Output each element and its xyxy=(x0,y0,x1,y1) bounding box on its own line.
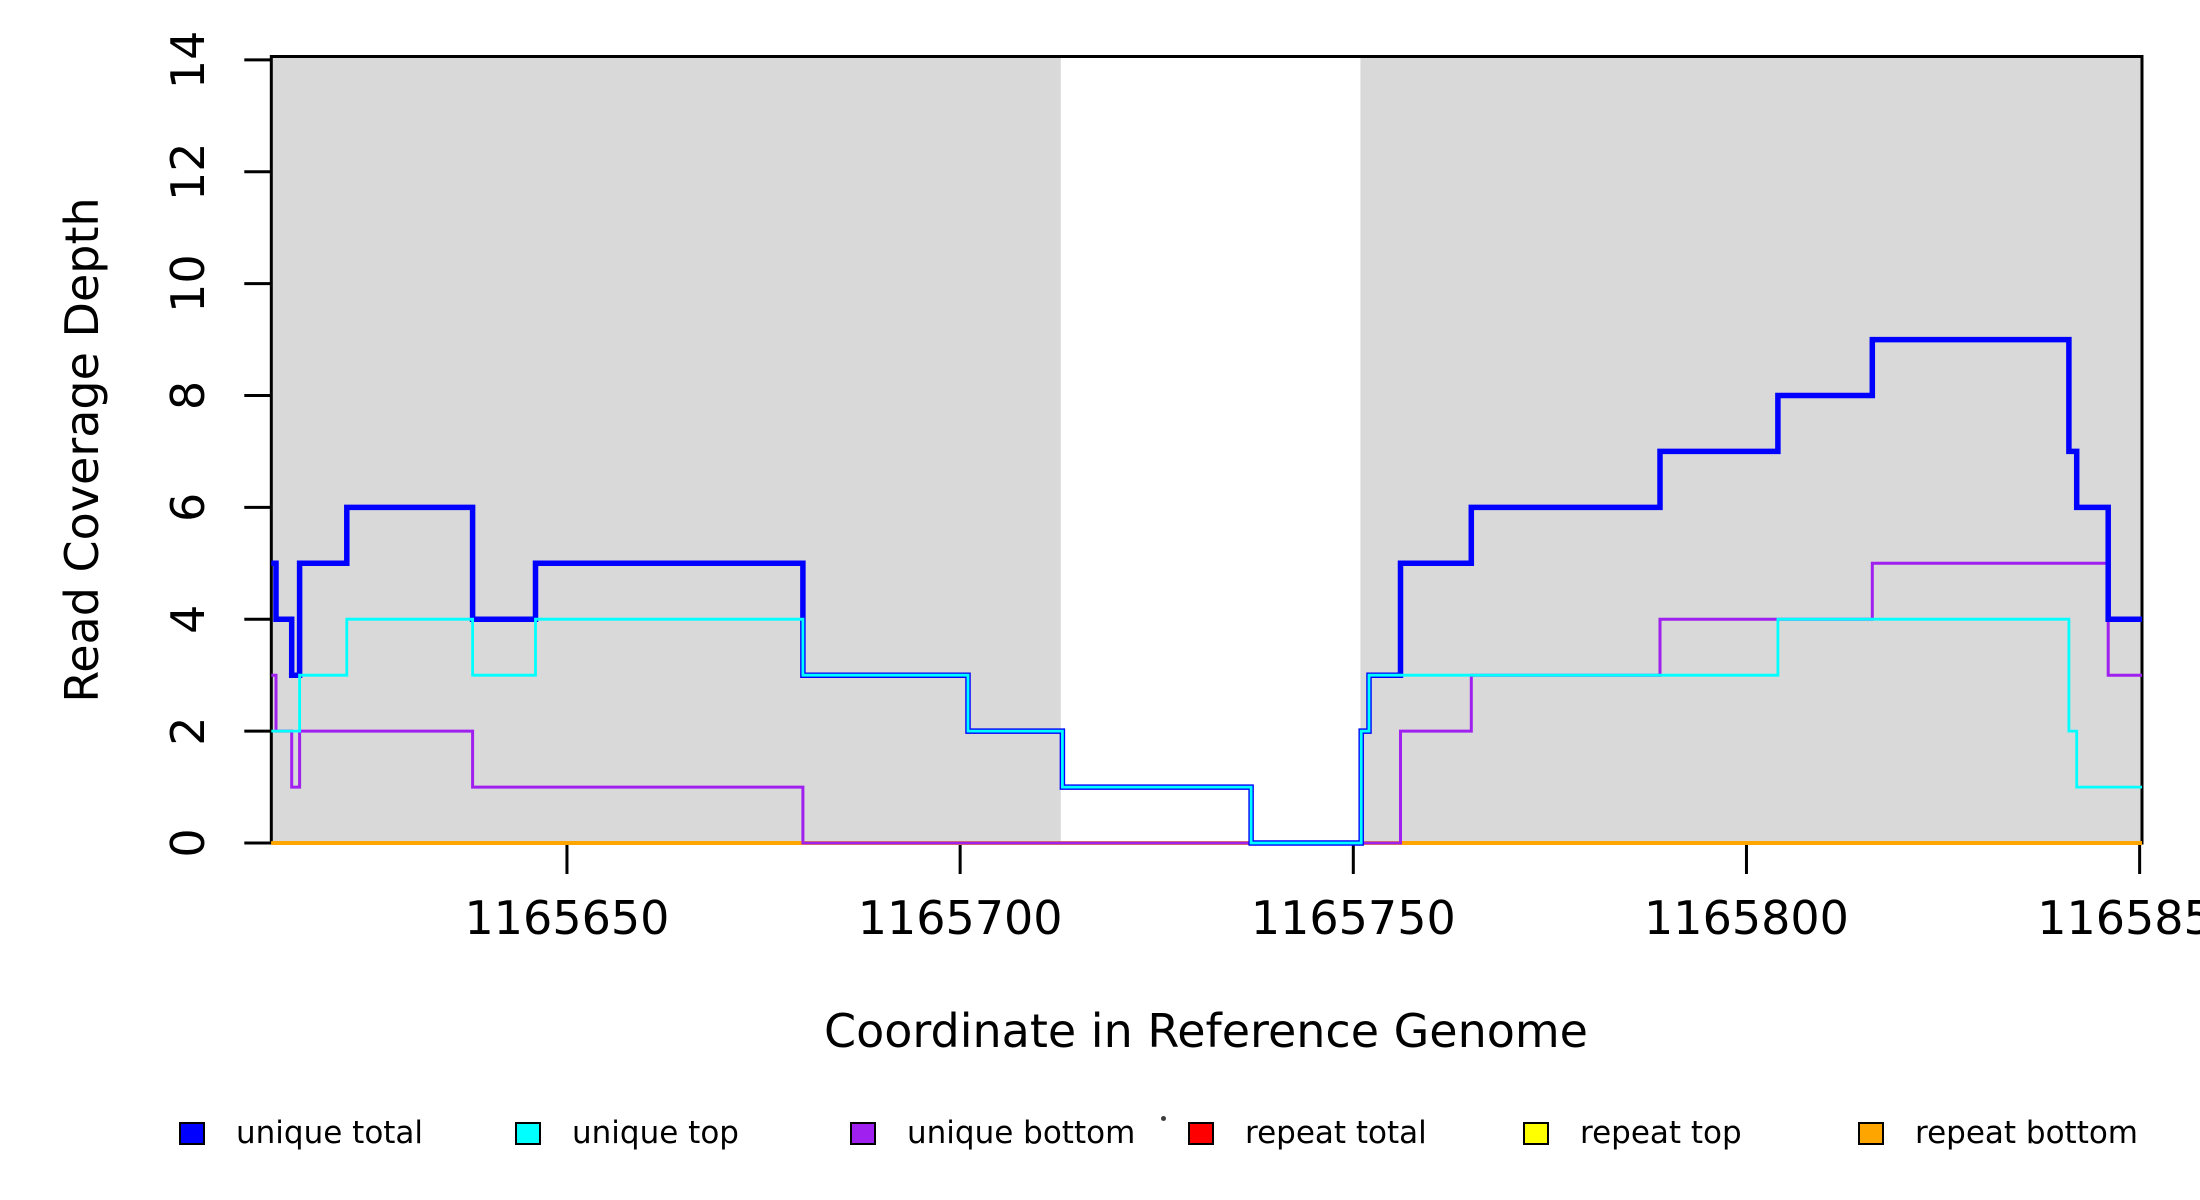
y-tick-label: 12 xyxy=(161,142,215,201)
legend-item-repeat-total: repeat total xyxy=(1188,1115,1427,1151)
legend-label: unique top xyxy=(572,1115,739,1151)
x-tick-label: 1165800 xyxy=(1644,891,1849,945)
legend-item-repeat-top: repeat top xyxy=(1523,1115,1742,1151)
x-axis-title: Coordinate in Reference Genome xyxy=(824,1004,1588,1058)
y-tick-label: 8 xyxy=(161,381,215,410)
x-tick-label: 1165650 xyxy=(465,891,670,945)
unique-bottom-swatch xyxy=(850,1121,876,1145)
legend-item-unique-top: unique top xyxy=(515,1115,739,1151)
y-tick-label: 4 xyxy=(161,605,215,634)
legend-label: repeat bottom xyxy=(1915,1115,2139,1151)
x-tick-label: 1165750 xyxy=(1251,891,1456,945)
repeat-bottom-swatch xyxy=(1858,1121,1884,1145)
legend: unique total unique top unique bottom re… xyxy=(0,1115,2200,1152)
legend-label: repeat total xyxy=(1245,1115,1427,1151)
y-tick-label: 14 xyxy=(161,31,215,90)
legend-item-unique-bottom: unique bottom xyxy=(850,1115,1136,1151)
unique-total-swatch xyxy=(179,1121,205,1145)
unique-top-swatch xyxy=(515,1121,541,1145)
legend-label: unique total xyxy=(236,1115,424,1151)
y-tick-label: 10 xyxy=(161,254,215,313)
repeat-total-swatch xyxy=(1188,1121,1214,1145)
stray-mark-dot xyxy=(1161,1116,1166,1121)
legend-item-repeat-bottom: repeat bottom xyxy=(1858,1115,2139,1151)
x-tick-label: 1165700 xyxy=(858,891,1063,945)
y-axis-title: Read Coverage Depth xyxy=(55,197,109,703)
shaded-region-1 xyxy=(271,56,1061,843)
repeat-top-swatch xyxy=(1523,1121,1549,1145)
series-unique-top xyxy=(271,617,2142,845)
series-unique-bottom xyxy=(271,561,2142,845)
y-tick-label: 2 xyxy=(161,716,215,745)
legend-label: unique bottom xyxy=(907,1115,1136,1151)
legend-label: repeat top xyxy=(1580,1115,1742,1151)
y-tick-label: 0 xyxy=(161,828,215,857)
y-tick-label: 6 xyxy=(161,493,215,522)
legend-item-unique-total: unique total xyxy=(179,1115,424,1151)
